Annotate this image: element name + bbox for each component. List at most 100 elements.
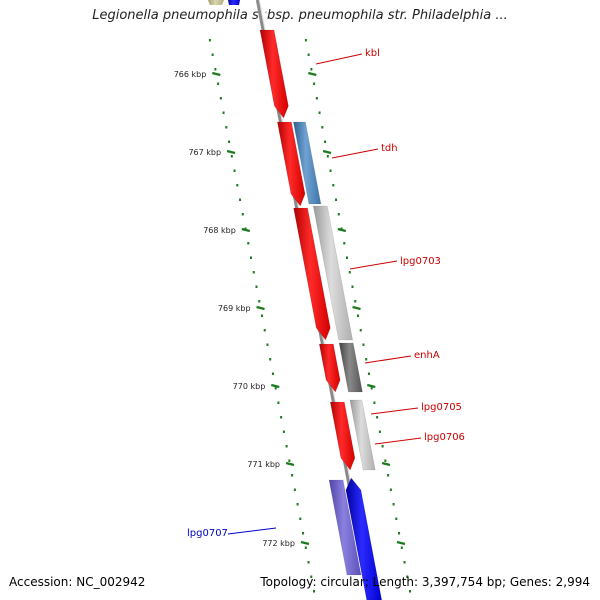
minor-tick-outer: [359, 329, 362, 332]
minor-tick-inner: [296, 503, 299, 506]
gene-partial-olive: [208, 0, 224, 5]
minor-tick-outer: [321, 126, 324, 129]
minor-tick-inner: [211, 53, 214, 56]
minor-tick-outer: [351, 285, 354, 288]
major-tick-outer: [367, 383, 376, 389]
major-tick-inner: [226, 149, 236, 155]
leader-line: [370, 407, 419, 415]
minor-tick-inner: [233, 169, 236, 172]
minor-tick-outer: [324, 140, 327, 143]
minor-tick-inner: [299, 517, 302, 520]
minor-tick-inner: [310, 575, 313, 578]
minor-tick-outer: [313, 82, 316, 85]
minor-tick-outer: [310, 68, 313, 71]
gene-lpg0703-arrow: [312, 205, 353, 341]
leader-line: [331, 148, 379, 159]
tick-label: 767 kbp: [188, 148, 221, 157]
minor-tick-inner: [288, 459, 291, 462]
minor-tick-inner: [236, 184, 239, 187]
minor-tick-inner: [244, 227, 247, 230]
major-tick-outer: [308, 71, 317, 77]
gene-label-lpg0707: lpg0707: [187, 528, 228, 539]
minor-tick-outer: [409, 590, 412, 593]
gene-label-tdh: tdh: [381, 143, 398, 154]
minor-tick-inner: [225, 126, 228, 129]
gene-lpg0703-forward-arrow: [293, 207, 331, 341]
minor-tick-outer: [332, 184, 335, 187]
minor-tick-outer: [400, 546, 403, 549]
minor-tick-inner: [230, 155, 233, 158]
major-tick-inner: [285, 461, 295, 467]
minor-tick-inner: [307, 561, 310, 564]
major-tick-outer: [381, 461, 391, 467]
minor-tick-inner: [258, 300, 261, 303]
major-tick-inner: [300, 540, 310, 546]
minor-tick-outer: [315, 97, 318, 100]
ticks-layer: 766 kbp 767 kbp 768 kbp 769 kbp 770 kbp 771 k…: [174, 70, 406, 548]
minor-tick-outer: [329, 169, 332, 172]
tick-dots-layer: [208, 39, 412, 593]
minor-tick-inner: [217, 82, 220, 85]
minor-tick-outer: [389, 488, 392, 491]
minor-tick-outer: [373, 401, 376, 404]
labels-layer: kbl tdh lpg0703 enhA lpg0705 lpg0706 lpg0707: [187, 48, 465, 539]
minor-tick-outer: [304, 39, 307, 42]
minor-tick-inner: [282, 430, 285, 433]
gene-lpg0705-arrow: [349, 399, 376, 471]
minor-tick-outer: [354, 300, 357, 303]
minor-tick-outer: [381, 445, 384, 448]
minor-tick-outer: [395, 517, 398, 520]
minor-tick-outer: [307, 53, 310, 56]
genes-layer: [208, 0, 383, 600]
gene-tdh-forward-arrow: [277, 121, 306, 207]
tick-label: 766 kbp: [174, 70, 207, 79]
minor-tick-outer: [370, 387, 373, 390]
minor-tick-outer: [384, 459, 387, 462]
minor-tick-inner: [263, 329, 266, 332]
minor-tick-outer: [343, 242, 346, 245]
minor-tick-inner: [222, 111, 225, 114]
minor-tick-outer: [378, 430, 381, 433]
genome-summary: Topology: circular; Length: 3,397,754 bp…: [260, 575, 590, 589]
major-tick-outer: [396, 540, 406, 546]
minor-tick-inner: [313, 590, 316, 593]
minor-tick-outer: [335, 198, 338, 201]
minor-tick-inner: [304, 546, 307, 549]
minor-tick-inner: [280, 416, 283, 419]
minor-tick-outer: [326, 155, 329, 158]
gene-label-lpg0706: lpg0706: [424, 432, 465, 443]
gene-tdh-arrow: [293, 121, 322, 205]
accession-text: Accession: NC_002942: [9, 575, 146, 589]
major-tick-inner: [241, 227, 251, 233]
minor-tick-inner: [239, 198, 242, 201]
gene-label-lpg0703: lpg0703: [400, 256, 441, 267]
minor-tick-inner: [277, 401, 280, 404]
minor-tick-inner: [252, 271, 255, 274]
minor-tick-outer: [392, 503, 395, 506]
minor-tick-outer: [406, 575, 409, 578]
minor-tick-outer: [348, 271, 351, 274]
gene-partial-blue: [228, 0, 240, 5]
minor-tick-inner: [274, 387, 277, 390]
minor-tick-outer: [367, 372, 370, 375]
gene-lpg0707-arrow: [328, 479, 362, 576]
gene-label-enhA: enhA: [414, 350, 440, 361]
leader-line: [364, 355, 412, 364]
minor-tick-inner: [214, 68, 217, 71]
major-tick-inner: [271, 383, 280, 389]
minor-tick-inner: [208, 39, 211, 42]
tick-label: 768 kbp: [203, 226, 236, 235]
minor-tick-inner: [219, 97, 222, 100]
minor-tick-inner: [302, 532, 305, 535]
minor-tick-outer: [345, 256, 348, 259]
minor-tick-outer: [365, 358, 368, 361]
gene-label-kbl: kbl: [365, 48, 380, 59]
major-tick-inner: [256, 305, 265, 311]
minor-tick-outer: [337, 213, 340, 216]
minor-tick-outer: [398, 532, 401, 535]
gene-enhA-forward-arrow: [318, 343, 341, 393]
minor-tick-outer: [387, 474, 390, 477]
minor-tick-inner: [260, 314, 263, 317]
tick-label: 769 kbp: [218, 304, 251, 313]
